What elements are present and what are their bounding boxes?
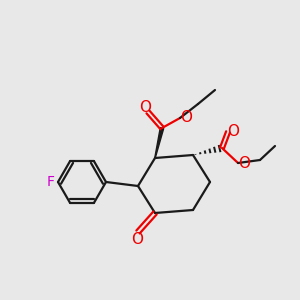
Polygon shape [155, 128, 164, 158]
Text: O: O [131, 232, 143, 247]
Text: O: O [238, 157, 250, 172]
Text: F: F [47, 175, 55, 189]
Text: O: O [227, 124, 239, 139]
Text: O: O [180, 110, 192, 124]
Text: O: O [139, 100, 151, 115]
